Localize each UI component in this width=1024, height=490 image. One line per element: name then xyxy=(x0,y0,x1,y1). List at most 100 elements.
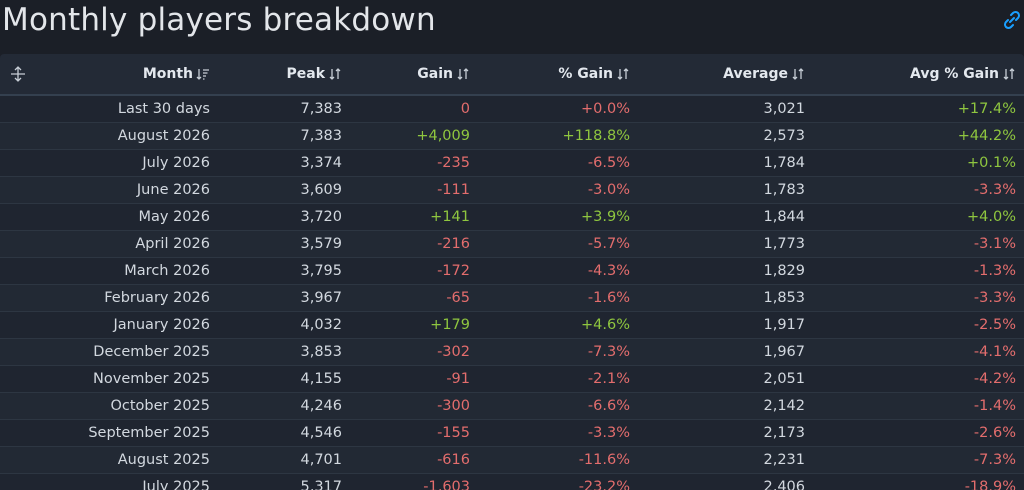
table-cell: April 2026 xyxy=(135,236,210,252)
table-cell: 4,701 xyxy=(300,452,342,468)
table-cell: 2,231 xyxy=(763,452,805,468)
table-cell: +3.9% xyxy=(581,209,630,225)
table-cell: -7.3% xyxy=(587,344,630,360)
table-cell: 1,853 xyxy=(763,290,805,306)
sort-icon xyxy=(196,69,209,80)
table-row: Last 30 days 7,383 0 +0.0% 3,021 +17.4% xyxy=(0,96,1024,123)
table-cell: 3,720 xyxy=(300,209,342,225)
table-cell: -6.5% xyxy=(587,155,630,171)
table-row: June 2026 3,609 -111 -3.0% 1,783 -3.3% xyxy=(0,177,1024,204)
table-cell: +17.4% xyxy=(957,101,1016,117)
table-cell: 3,795 xyxy=(300,263,342,279)
table-cell: -216 xyxy=(437,236,470,252)
table-cell: -4.2% xyxy=(973,371,1016,387)
table-header: Month Peak Gain % Gain Average Avg % Gain xyxy=(0,54,1024,96)
table-cell: 2,142 xyxy=(763,398,805,414)
table-cell: -3.0% xyxy=(587,182,630,198)
table-cell: 5,317 xyxy=(300,479,342,490)
table-row: November 2025 4,155 -91 -2.1% 2,051 -4.2% xyxy=(0,366,1024,393)
table-cell: 3,967 xyxy=(300,290,342,306)
table-body: Last 30 days 7,383 0 +0.0% 3,021 +17.4% August… xyxy=(0,96,1024,490)
table-cell: -1.3% xyxy=(973,263,1016,279)
table-cell: -3.3% xyxy=(973,290,1016,306)
table-cell: 4,246 xyxy=(300,398,342,414)
table-row: October 2025 4,246 -300 -6.6% 2,142 -1.4% xyxy=(0,393,1024,420)
table-cell: -1,603 xyxy=(423,479,470,490)
table-cell: +0.0% xyxy=(581,101,630,117)
column-header[interactable]: Average xyxy=(638,54,813,94)
table-cell: +179 xyxy=(430,317,470,333)
link-icon[interactable] xyxy=(1002,10,1022,30)
table-cell: -7.3% xyxy=(973,452,1016,468)
table-row: January 2026 4,032 +179 +4.6% 1,917 -2.5% xyxy=(0,312,1024,339)
table-cell: +0.1% xyxy=(967,155,1016,171)
table-cell: 4,032 xyxy=(300,317,342,333)
column-header[interactable]: % Gain xyxy=(478,54,638,94)
table-cell: 1,844 xyxy=(763,209,805,225)
table-row: July 2025 5,317 -1,603 -23.2% 2,406 -18.9% xyxy=(0,474,1024,490)
table-cell: +4.6% xyxy=(581,317,630,333)
table-cell: 4,155 xyxy=(300,371,342,387)
table-cell: -302 xyxy=(437,344,470,360)
column-header[interactable]: Gain xyxy=(350,54,478,94)
reorder-icon[interactable] xyxy=(10,66,26,82)
table-cell: August 2025 xyxy=(117,452,210,468)
table-cell: 4,546 xyxy=(300,425,342,441)
table-cell: 1,773 xyxy=(763,236,805,252)
table-cell: -4.3% xyxy=(587,263,630,279)
table-cell: -5.7% xyxy=(587,236,630,252)
table-cell: 1,967 xyxy=(763,344,805,360)
table-cell: -91 xyxy=(446,371,470,387)
column-header-label: Avg % Gain xyxy=(910,66,999,82)
table-cell: June 2026 xyxy=(136,182,210,198)
table-cell: -2.6% xyxy=(973,425,1016,441)
column-header-label: Average xyxy=(723,66,788,82)
table-cell: -6.6% xyxy=(587,398,630,414)
table-cell: 3,853 xyxy=(300,344,342,360)
table-cell: 2,173 xyxy=(763,425,805,441)
table-cell: -155 xyxy=(437,425,470,441)
column-header-label: % Gain xyxy=(558,66,613,82)
table-row: May 2026 3,720 +141 +3.9% 1,844 +4.0% xyxy=(0,204,1024,231)
table-cell: -2.5% xyxy=(973,317,1016,333)
table-cell: -616 xyxy=(437,452,470,468)
sort-icon xyxy=(1003,68,1015,80)
table-cell: +141 xyxy=(430,209,470,225)
table-cell: +4,009 xyxy=(416,128,470,144)
table-cell: December 2025 xyxy=(93,344,210,360)
table-row: April 2026 3,579 -216 -5.7% 1,773 -3.1% xyxy=(0,231,1024,258)
table-cell: -3.3% xyxy=(587,425,630,441)
table-cell: 1,917 xyxy=(763,317,805,333)
table-cell: -1.6% xyxy=(587,290,630,306)
column-header[interactable]: Avg % Gain xyxy=(813,54,1024,94)
column-header[interactable]: Month xyxy=(0,54,218,94)
table-cell: 2,406 xyxy=(763,479,805,490)
table-cell: -235 xyxy=(437,155,470,171)
column-header-label: Peak xyxy=(286,66,325,82)
table-cell: 3,609 xyxy=(300,182,342,198)
table-cell: +118.8% xyxy=(562,128,630,144)
table-cell: October 2025 xyxy=(110,398,210,414)
table-cell: February 2026 xyxy=(104,290,210,306)
column-header[interactable]: Peak xyxy=(218,54,350,94)
table-cell: -23.2% xyxy=(578,479,630,490)
table-cell: 1,784 xyxy=(763,155,805,171)
table-cell: Last 30 days xyxy=(117,101,210,117)
table-cell: March 2026 xyxy=(124,263,210,279)
section-title: Monthly players breakdown xyxy=(2,2,436,38)
players-table: Month Peak Gain % Gain Average Avg % Gain Las… xyxy=(0,54,1024,490)
table-cell: May 2026 xyxy=(138,209,211,225)
sort-icon xyxy=(329,68,341,80)
table-cell: September 2025 xyxy=(88,425,210,441)
table-cell: 3,374 xyxy=(300,155,342,171)
table-cell: 2,573 xyxy=(763,128,805,144)
table-cell: -300 xyxy=(437,398,470,414)
table-cell: -172 xyxy=(437,263,470,279)
column-header-label: Month xyxy=(142,66,193,82)
table-cell: 1,783 xyxy=(763,182,805,198)
table-cell: -4.1% xyxy=(973,344,1016,360)
sort-icon xyxy=(457,68,469,80)
table-cell: 3,579 xyxy=(300,236,342,252)
table-cell: 2,051 xyxy=(763,371,805,387)
